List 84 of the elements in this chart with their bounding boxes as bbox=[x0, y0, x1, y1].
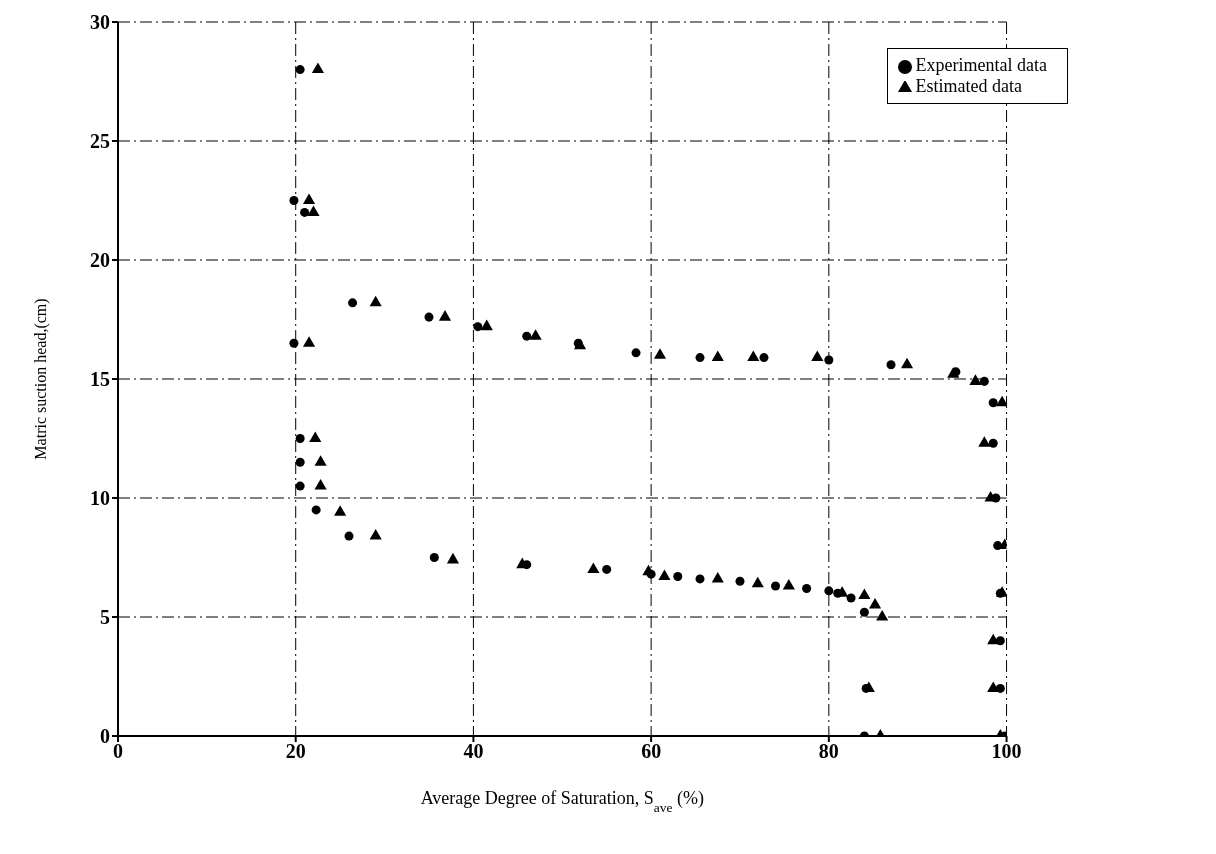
point bbox=[295, 457, 305, 467]
point bbox=[782, 579, 795, 590]
point bbox=[311, 505, 321, 515]
x-tick-label: 20 bbox=[285, 740, 306, 763]
point bbox=[824, 586, 834, 596]
x-tick-label: 40 bbox=[463, 740, 484, 763]
x-tick-label: 60 bbox=[641, 740, 662, 763]
legend-label: Estimated data bbox=[915, 76, 1023, 96]
point bbox=[473, 322, 483, 332]
y-tick-label: 5 bbox=[100, 606, 110, 629]
y-tick-label: 10 bbox=[90, 487, 110, 510]
point bbox=[868, 598, 882, 609]
point bbox=[309, 431, 322, 443]
point bbox=[311, 62, 324, 74]
point bbox=[846, 593, 856, 603]
point bbox=[573, 338, 583, 348]
point bbox=[711, 571, 724, 583]
point bbox=[747, 350, 760, 362]
x-tick-label: 80 bbox=[818, 740, 839, 763]
point bbox=[824, 355, 834, 365]
y-axis-title: Matric suction head,(cm) bbox=[31, 298, 50, 460]
point bbox=[344, 531, 354, 541]
point bbox=[348, 298, 358, 308]
point bbox=[307, 205, 320, 216]
point bbox=[876, 609, 889, 621]
point bbox=[886, 360, 896, 370]
point bbox=[602, 564, 612, 574]
point bbox=[995, 636, 1005, 646]
y-tick-label: 0 bbox=[100, 725, 110, 748]
point bbox=[900, 357, 914, 369]
y-tick-label: 25 bbox=[90, 130, 110, 153]
point bbox=[951, 367, 961, 377]
point bbox=[334, 505, 347, 516]
point bbox=[759, 353, 769, 363]
point bbox=[438, 310, 452, 321]
x-tick-label: 100 bbox=[991, 740, 1022, 763]
point bbox=[969, 374, 982, 385]
point bbox=[289, 338, 299, 348]
point bbox=[369, 295, 382, 307]
point bbox=[988, 438, 998, 448]
point bbox=[429, 552, 439, 563]
point bbox=[711, 350, 724, 362]
point bbox=[302, 336, 316, 347]
point bbox=[289, 195, 299, 206]
point bbox=[295, 481, 305, 491]
point bbox=[314, 455, 327, 466]
point bbox=[695, 353, 705, 363]
point bbox=[314, 479, 327, 490]
point bbox=[658, 569, 671, 581]
point bbox=[653, 348, 667, 359]
point bbox=[480, 319, 493, 331]
legend-label: Experimental data bbox=[915, 55, 1047, 75]
point bbox=[300, 207, 310, 217]
point bbox=[995, 683, 1005, 693]
point bbox=[646, 569, 656, 579]
point bbox=[522, 331, 532, 341]
point bbox=[631, 348, 641, 358]
point bbox=[802, 583, 812, 593]
point bbox=[988, 398, 998, 408]
point bbox=[858, 588, 871, 600]
point bbox=[295, 65, 305, 75]
x-axis-title: Average Degree of Saturation, S$_{ave}$ (%) bbox=[420, 788, 704, 815]
point bbox=[673, 572, 683, 582]
y-tick-label: 15 bbox=[90, 368, 110, 391]
point bbox=[978, 436, 991, 447]
y-tick-label: 20 bbox=[90, 249, 110, 272]
point bbox=[529, 329, 542, 340]
point bbox=[751, 576, 764, 588]
point bbox=[771, 581, 781, 591]
point bbox=[979, 376, 989, 386]
point bbox=[302, 193, 316, 205]
point bbox=[991, 493, 1001, 503]
y-tick-label: 30 bbox=[90, 11, 110, 34]
point bbox=[811, 350, 824, 362]
point bbox=[859, 607, 869, 617]
point bbox=[369, 529, 382, 540]
point bbox=[993, 541, 1003, 551]
point bbox=[587, 562, 600, 573]
point bbox=[695, 574, 705, 584]
point bbox=[424, 312, 434, 322]
point bbox=[735, 576, 745, 586]
point bbox=[446, 552, 460, 564]
point bbox=[295, 433, 305, 444]
point bbox=[996, 395, 1007, 407]
